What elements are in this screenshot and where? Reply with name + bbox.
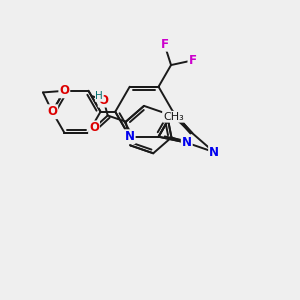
Text: F: F [160, 38, 168, 51]
Text: O: O [59, 84, 69, 97]
Text: H: H [95, 91, 103, 101]
Text: CH₃: CH₃ [163, 112, 184, 122]
Text: F: F [188, 54, 196, 67]
Text: N: N [209, 146, 219, 159]
Text: N: N [182, 136, 192, 149]
Text: N: N [125, 130, 135, 143]
Text: O: O [47, 105, 57, 118]
Text: O: O [99, 94, 109, 106]
Text: O: O [89, 122, 99, 134]
